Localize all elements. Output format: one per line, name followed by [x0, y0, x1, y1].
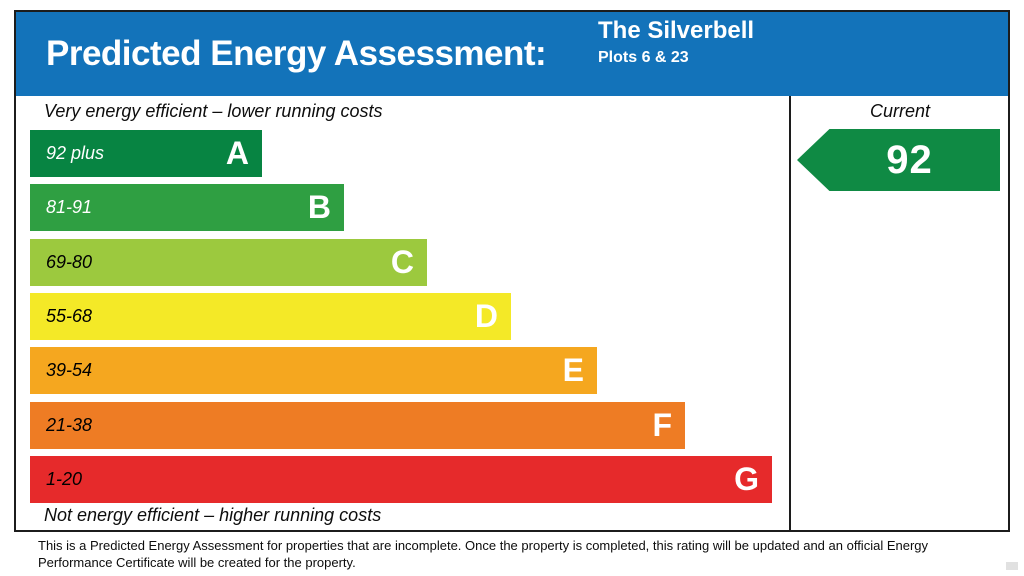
band-row: 55-68 D	[30, 292, 511, 340]
band-row: 69-80 C	[30, 238, 427, 286]
band-row: 1-20 G	[30, 455, 772, 503]
band-range-label: 39-54	[46, 360, 93, 381]
band-row: 81-91 B	[30, 184, 344, 232]
band-range-label: 81-91	[46, 197, 93, 218]
band-range-label: 1-20	[46, 468, 83, 489]
band-letter: F	[652, 406, 672, 443]
band-range-label: 92 plus	[46, 143, 105, 163]
band-letter: A	[225, 135, 249, 171]
band-letter: B	[307, 189, 331, 226]
panel-divider	[789, 96, 791, 532]
efficiency-bottom-caption: Not energy efficient – higher running co…	[44, 505, 382, 525]
disclaimer-text: This is a Predicted Energy Assessment fo…	[38, 538, 929, 570]
band-letter: D	[474, 297, 498, 334]
band-range-label: 21-38	[46, 414, 93, 435]
band-row: 21-38 F	[30, 401, 685, 449]
current-rating-value: 92	[886, 137, 933, 182]
band-bar: 55-68 D	[30, 292, 511, 340]
band-bar: 92 plus A	[30, 130, 262, 177]
band-bar: 21-38 F	[30, 401, 685, 449]
band-row: 39-54 E	[30, 347, 597, 395]
band-row: 92 plus A	[30, 130, 262, 177]
band-bar: 1-20 G	[30, 455, 772, 503]
band-range-label: 55-68	[46, 305, 93, 326]
band-letter: C	[390, 243, 414, 280]
property-name: The Silverbell	[598, 17, 755, 44]
band-bar: 69-80 C	[30, 238, 427, 286]
page-title: Predicted Energy Assessment:	[46, 34, 547, 73]
property-plots: Plots 6 & 23	[598, 49, 689, 67]
efficiency-top-caption: Very energy efficient – lower running co…	[44, 101, 383, 121]
current-column-header: Current	[869, 101, 931, 121]
band-bar: 81-91 B	[30, 184, 344, 232]
band-bar: 39-54 E	[30, 347, 597, 395]
band-letter: E	[562, 352, 584, 389]
property-block: The Silverbell Plots 6 & 23	[598, 17, 755, 67]
band-range-label: 69-80	[46, 251, 93, 272]
current-rating-arrow: 92	[797, 129, 1000, 191]
certificate-header: Predicted Energy Assessment:	[16, 12, 1008, 96]
resize-handle-artifact	[1006, 562, 1018, 570]
band-letter: G	[734, 460, 759, 497]
